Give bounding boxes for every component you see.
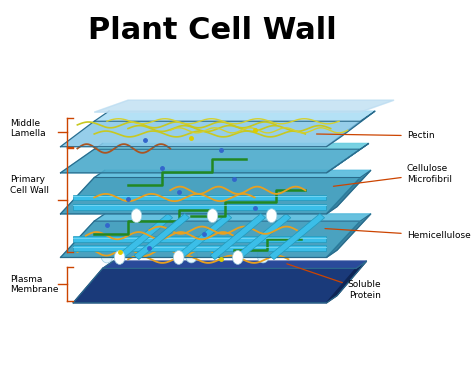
Ellipse shape (185, 249, 197, 263)
Ellipse shape (257, 249, 269, 263)
Ellipse shape (173, 251, 184, 264)
Polygon shape (327, 170, 371, 214)
Polygon shape (94, 170, 371, 178)
Polygon shape (73, 195, 327, 201)
Polygon shape (94, 143, 369, 149)
Ellipse shape (114, 251, 125, 264)
Polygon shape (61, 149, 360, 173)
Polygon shape (327, 111, 375, 147)
Text: Middle
Lamella: Middle Lamella (10, 119, 46, 138)
Polygon shape (94, 111, 375, 121)
Text: Cellulose
Microfibril: Cellulose Microfibril (333, 164, 452, 186)
Polygon shape (327, 214, 371, 257)
Polygon shape (61, 121, 360, 147)
Text: Plant Cell Wall: Plant Cell Wall (88, 16, 337, 45)
Polygon shape (73, 236, 327, 242)
Text: Pectin: Pectin (317, 131, 434, 140)
Polygon shape (117, 214, 173, 259)
Ellipse shape (233, 251, 243, 264)
Polygon shape (103, 261, 366, 268)
Polygon shape (94, 100, 394, 112)
Text: Plasma
Membrane: Plasma Membrane (10, 275, 58, 294)
Polygon shape (210, 214, 265, 259)
Text: Primary
Cell Wall: Primary Cell Wall (10, 175, 49, 194)
Text: Soluble
Protein: Soluble Protein (287, 264, 382, 300)
Polygon shape (94, 214, 371, 221)
Polygon shape (73, 204, 327, 209)
Polygon shape (327, 261, 366, 303)
Text: Hemicellulose: Hemicellulose (325, 229, 470, 240)
Ellipse shape (207, 209, 218, 223)
Polygon shape (61, 221, 360, 257)
Polygon shape (94, 100, 394, 112)
Ellipse shape (131, 209, 142, 223)
Polygon shape (73, 246, 327, 251)
Ellipse shape (266, 209, 277, 223)
Polygon shape (236, 214, 291, 259)
Polygon shape (269, 214, 325, 259)
Polygon shape (176, 214, 232, 259)
Ellipse shape (101, 249, 113, 263)
Polygon shape (327, 143, 369, 173)
Polygon shape (61, 178, 360, 214)
Polygon shape (73, 268, 356, 303)
Polygon shape (134, 214, 190, 259)
